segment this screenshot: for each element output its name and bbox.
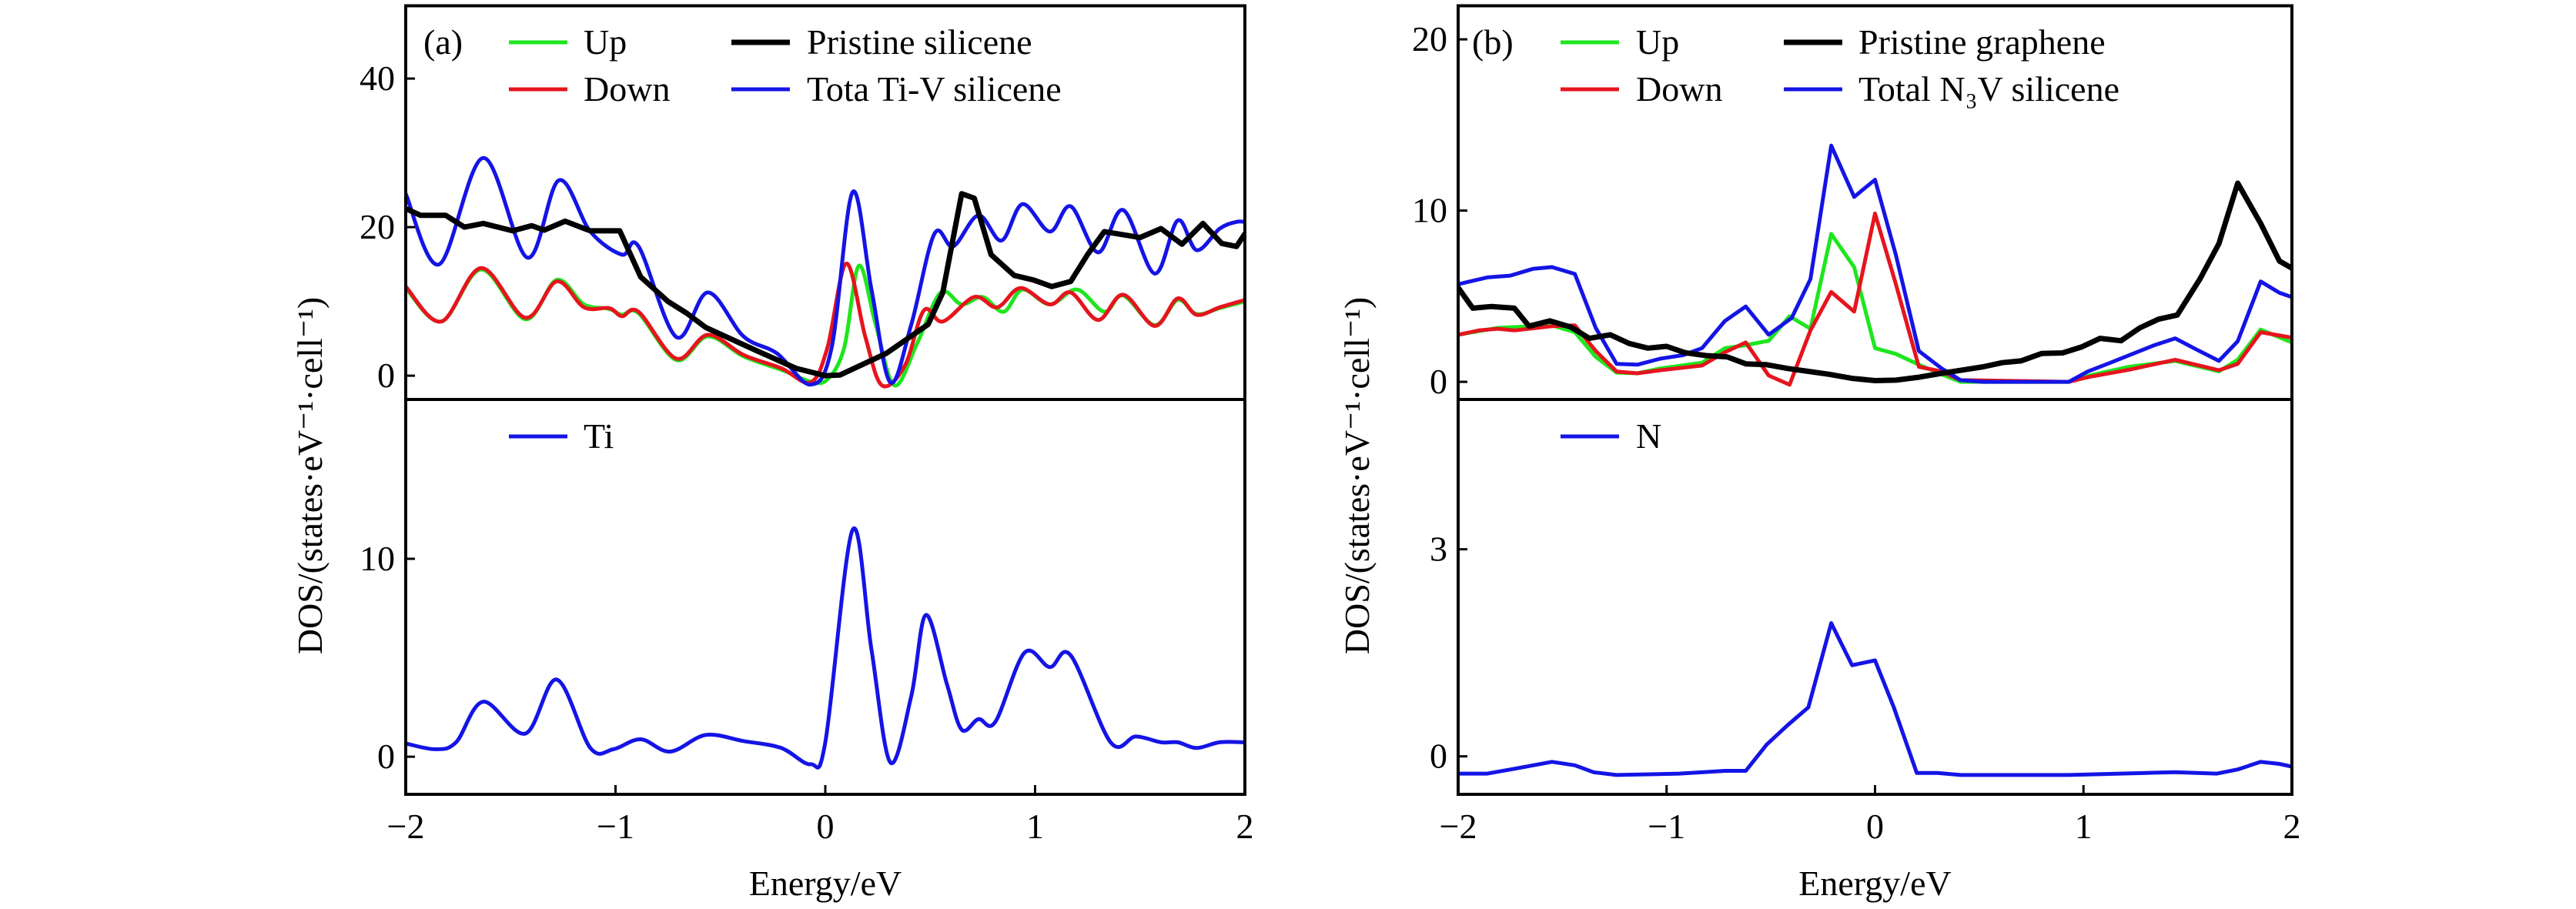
y-tick-label: 0 — [1430, 737, 1447, 776]
x-tick-label: 2 — [2283, 807, 2301, 846]
plot-area — [406, 526, 1245, 770]
series-line-pristine-graphene — [1458, 180, 2292, 383]
top-subplot: 0 10 20 Up Down Pristine graphene Total N₃V si… — [1412, 19, 2292, 401]
panel-label: (b) — [1472, 22, 1514, 62]
x-tick-label: −2 — [387, 807, 425, 846]
y-tick-label: 40 — [360, 58, 395, 98]
legend-label: Down — [584, 69, 670, 109]
legend-label: Down — [1636, 69, 1722, 109]
bottom-subplot: 0 3 N — [1430, 416, 2292, 777]
legend-label: Total N₃V silicene — [1858, 69, 2119, 109]
x-tick-label: 1 — [1026, 807, 1044, 846]
legend-label: Ti — [584, 416, 614, 456]
x-tick-label: −1 — [597, 807, 634, 846]
x-axis-label: Energy/eV — [749, 864, 902, 903]
y-axis-label: DOS/(states·eV⁻¹·cell⁻¹) — [290, 297, 330, 654]
series-line-down — [1458, 211, 2292, 387]
x-axis-label: Energy/eV — [1798, 864, 1951, 903]
top-subplot: 0 20 40 Up Down Pristine silicene Tota Ti-V si… — [360, 22, 1245, 395]
x-tick-label: −1 — [1648, 807, 1685, 846]
x-tick-label: 2 — [1236, 807, 1254, 846]
y-tick-label: 10 — [360, 539, 395, 578]
legend-label: Pristine graphene — [1858, 22, 2106, 62]
panel-label: (a) — [423, 22, 463, 62]
series-line-tota-ti-v-silicene — [406, 155, 1245, 387]
series-line-n — [1458, 621, 2292, 777]
x-tick-label: 0 — [1866, 807, 1884, 846]
x-tick-label: 1 — [2075, 807, 2093, 846]
y-tick-label: 10 — [1412, 191, 1447, 230]
series-line-pristine-silicene — [406, 191, 1245, 379]
bottom-subplot: 0 10 Ti — [360, 416, 1245, 776]
series-line-ti — [406, 526, 1245, 770]
y-tick-label: 0 — [1430, 362, 1447, 401]
plot-area — [406, 155, 1245, 389]
legend-label: Pristine silicene — [807, 22, 1032, 62]
plot-area — [1458, 621, 2292, 777]
series-line-down — [406, 261, 1245, 389]
y-tick-label: 3 — [1430, 530, 1447, 569]
y-tick-label: 20 — [1412, 19, 1447, 58]
x-tick-label: −2 — [1440, 807, 1477, 846]
legend-label: Tota Ti-V silicene — [807, 69, 1062, 109]
legend-label: N — [1636, 416, 1661, 456]
y-tick-label: 0 — [377, 737, 395, 776]
y-axis-label: DOS/(states·eV⁻¹·cell⁻¹) — [1337, 297, 1377, 654]
x-tick-label: 0 — [817, 807, 835, 846]
y-tick-label: 0 — [377, 356, 395, 395]
series-line-total-n-v-silicene — [1458, 143, 2292, 384]
legend-label: Up — [1636, 22, 1679, 62]
plot-area — [1458, 143, 2292, 387]
y-tick-label: 20 — [360, 207, 395, 246]
legend-label: Up — [584, 22, 627, 62]
